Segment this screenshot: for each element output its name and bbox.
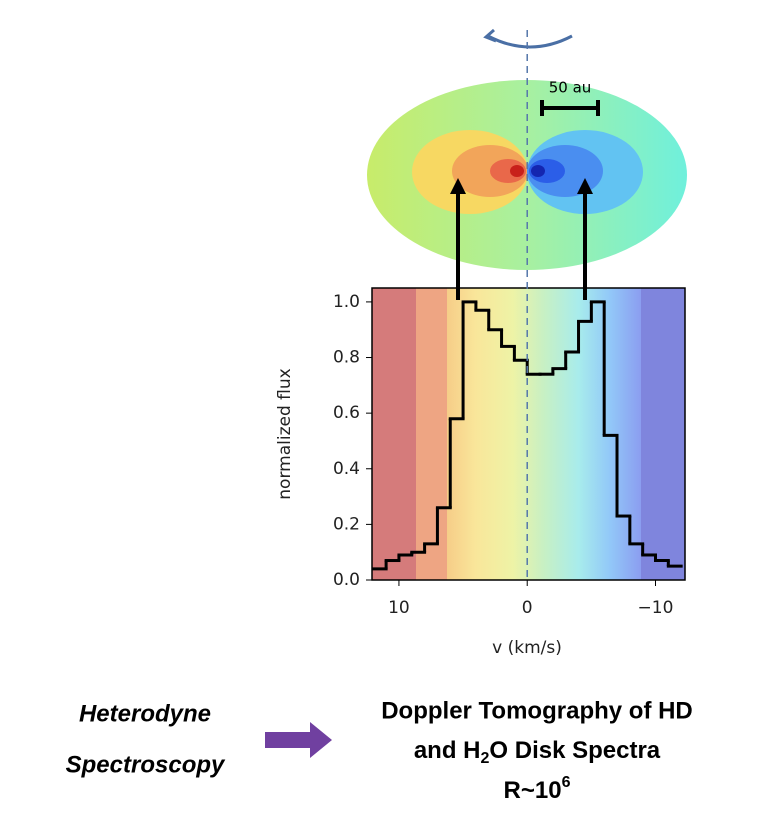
method-label: Heterodyne (79, 700, 211, 727)
result-label: Doppler Tomography of HD (381, 697, 693, 724)
result-label: R~106 (504, 774, 571, 804)
plot-background (372, 288, 685, 580)
text-part: O Disk Spectra (489, 737, 660, 764)
x-axis-label: v (km/s) (492, 638, 562, 658)
x-tick-label: 10 (388, 598, 410, 618)
flow-arrow (265, 722, 332, 758)
plot-frame (371, 287, 686, 581)
y-tick-label: 1.0 (333, 292, 360, 312)
method-label: Spectroscopy (66, 751, 226, 778)
result-label: and H2O Disk Spectra (414, 737, 661, 767)
y-tick-label: 0.4 (333, 459, 360, 479)
x-tick-label: −10 (638, 598, 674, 618)
y-tick-label: 0.0 (333, 570, 360, 590)
text-part: and H (414, 737, 481, 764)
y-tick-label: 0.2 (333, 514, 360, 534)
y-axis-label: normalized flux (275, 368, 295, 499)
superscript: 6 (562, 774, 571, 791)
y-tick-label: 0.6 (333, 403, 360, 423)
scale-label: 50 au (549, 79, 592, 97)
text-part: R~10 (504, 777, 562, 804)
subscript: 2 (481, 750, 490, 767)
x-tick-label: 0 (522, 598, 533, 618)
y-tick-label: 0.8 (333, 348, 360, 368)
arrows (450, 178, 593, 300)
